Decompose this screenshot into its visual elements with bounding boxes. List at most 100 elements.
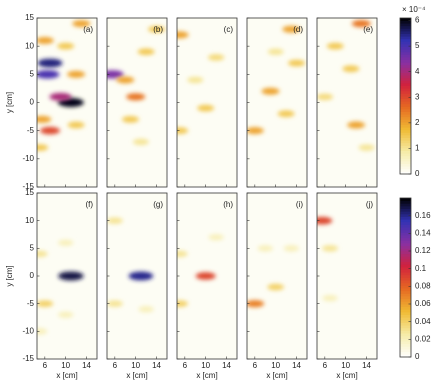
colorbar-cell [400, 51, 411, 55]
colorbar-cell [400, 142, 411, 146]
panel [36, 17, 98, 188]
x-tick-label: 10 [201, 361, 210, 370]
heat-spot [57, 42, 75, 50]
colorbar-cell [400, 132, 411, 136]
panel [316, 17, 378, 188]
colorbar-tick-label: 0 [415, 169, 420, 178]
colorbar-cell [400, 155, 411, 159]
colorbar-cell [400, 88, 411, 92]
y-tick-label: 0 [30, 271, 35, 280]
colorbar-cell [400, 109, 411, 112]
heat-spot [358, 144, 375, 151]
heat-spot [116, 76, 135, 84]
colorbar-cell [400, 280, 411, 284]
heat-spot [247, 127, 264, 135]
x-axis-label: x [cm] [126, 371, 147, 380]
spots [107, 217, 154, 313]
colorbar-cell [400, 98, 411, 102]
x-tick-label: 14 [292, 361, 301, 370]
colorbar-tick-label: 2 [415, 118, 420, 127]
y-tick-label: 5 [30, 69, 35, 78]
colorbar-cell [400, 38, 411, 42]
heat-spot [257, 245, 273, 252]
colorbar-cell [400, 158, 411, 162]
panel-label: (h) [223, 200, 233, 209]
colorbar-multiplier: × 10⁻⁴ [402, 5, 426, 14]
x-axis-label: x [cm] [196, 371, 217, 380]
colorbar-cell [400, 85, 411, 89]
colorbar-cell [400, 25, 411, 29]
colorbar-cell [400, 338, 411, 342]
colorbar-cell [400, 57, 411, 60]
panel [176, 17, 238, 188]
y-tick-label: -5 [27, 299, 35, 308]
x-tick-label: 10 [131, 361, 140, 370]
colorbar-tick-label: 0.08 [415, 281, 431, 290]
spots [177, 31, 225, 135]
x-tick-label: 6 [323, 361, 328, 370]
heat-spot [37, 115, 52, 123]
colorbar-cell [400, 200, 411, 204]
colorbar-cell [400, 54, 411, 58]
colorbar-cell [400, 227, 411, 231]
x-tick-label: 14 [82, 361, 91, 370]
colorbar-cell [400, 213, 411, 217]
colorbar-cell [400, 309, 411, 313]
colorbar-cell [400, 20, 411, 24]
colorbar-cell [400, 243, 411, 247]
colorbar-tick-label: 0.16 [415, 211, 431, 220]
colorbar-cell [400, 277, 411, 281]
panel-label: (a) [83, 25, 93, 34]
heat-spot [67, 121, 85, 129]
colorbar-cell [400, 44, 411, 47]
colorbar-cell [400, 41, 411, 45]
y-tick-label: 5 [30, 243, 35, 252]
colorbar-cell [400, 335, 411, 339]
x-tick-label: 14 [362, 361, 371, 370]
y-tick-label: -10 [22, 154, 34, 163]
colorbar-tick-label: 0.1 [415, 264, 427, 273]
spots [247, 25, 306, 135]
colorbar-cell [400, 258, 411, 262]
colorbar-cell [400, 296, 411, 300]
panel-label: (d) [293, 25, 303, 34]
heat-spot [177, 250, 188, 258]
colorbar-cell [400, 36, 411, 40]
heat-spot [58, 271, 84, 281]
colorbar-cell [400, 103, 411, 107]
colorbar-cell [400, 111, 411, 115]
colorbar-cell [400, 168, 411, 172]
panel-bg [177, 18, 237, 187]
heat-spot [351, 20, 371, 28]
colorbar-frame [399, 197, 412, 358]
colorbar-tick-label: 6 [415, 16, 420, 25]
colorbar-cell [400, 153, 411, 157]
heat-spot [137, 48, 155, 56]
panel-label: (f) [85, 200, 93, 209]
spots [107, 25, 166, 146]
colorbar-cell [400, 240, 411, 244]
colorbar-cell [400, 253, 411, 257]
colorbar-cell [400, 325, 411, 329]
colorbar-tick-label: 0 [415, 352, 420, 361]
colorbar-cell [400, 171, 411, 175]
colorbar-tick-label: 0.06 [415, 299, 431, 308]
colorbar-cell [400, 304, 411, 308]
panel-label: (g) [153, 200, 163, 209]
colorbar-cell [400, 235, 411, 239]
heat-spot [126, 93, 146, 101]
heat-spot [208, 234, 224, 241]
heat-spot [138, 306, 154, 313]
colorbar-cell [400, 216, 411, 220]
heat-spot [207, 54, 225, 61]
heat-spot [49, 92, 72, 101]
heat-spot [37, 328, 48, 335]
colorbar-cell [400, 306, 411, 310]
colorbar-cell [400, 163, 411, 167]
colorbar-cell [400, 229, 411, 233]
colorbar-cell [400, 96, 411, 99]
heat-spot [261, 87, 280, 95]
colorbar-cell [400, 322, 411, 326]
heat-spot [122, 116, 139, 123]
x-tick-label: 10 [341, 361, 350, 370]
